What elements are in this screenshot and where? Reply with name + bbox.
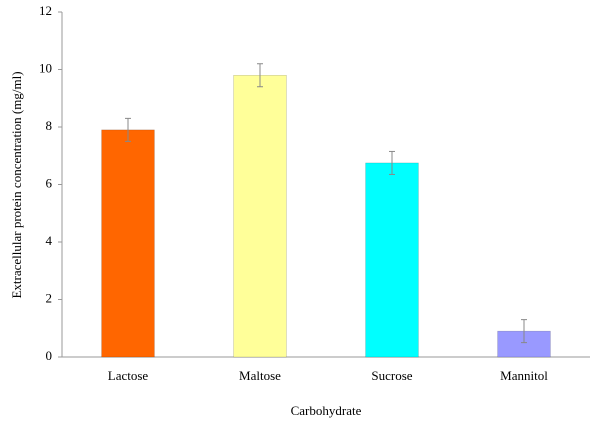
error-bar — [521, 319, 527, 344]
x-tick-label: Sucrose — [371, 368, 412, 383]
y-tick-label: 4 — [46, 233, 53, 248]
x-tick-label: Lactose — [108, 368, 149, 383]
bar — [365, 162, 419, 358]
y-axis-label: Extracellular protein concentration (mg/… — [9, 71, 24, 298]
y-tick-label: 0 — [46, 348, 53, 363]
error-bar — [257, 63, 263, 88]
bar — [101, 129, 155, 358]
y-tick-label: 8 — [46, 118, 53, 133]
x-axis-label: Carbohydrate — [291, 403, 362, 418]
error-bar — [125, 117, 131, 142]
y-tick-label: 10 — [39, 60, 52, 75]
bar — [233, 75, 287, 358]
x-tick-label: Maltose — [239, 368, 281, 383]
y-tick-label: 12 — [39, 3, 52, 18]
error-bar — [389, 150, 395, 175]
x-tick-label: Mannitol — [500, 368, 548, 383]
y-tick-label: 6 — [46, 175, 53, 190]
y-tick-label: 2 — [46, 290, 53, 305]
